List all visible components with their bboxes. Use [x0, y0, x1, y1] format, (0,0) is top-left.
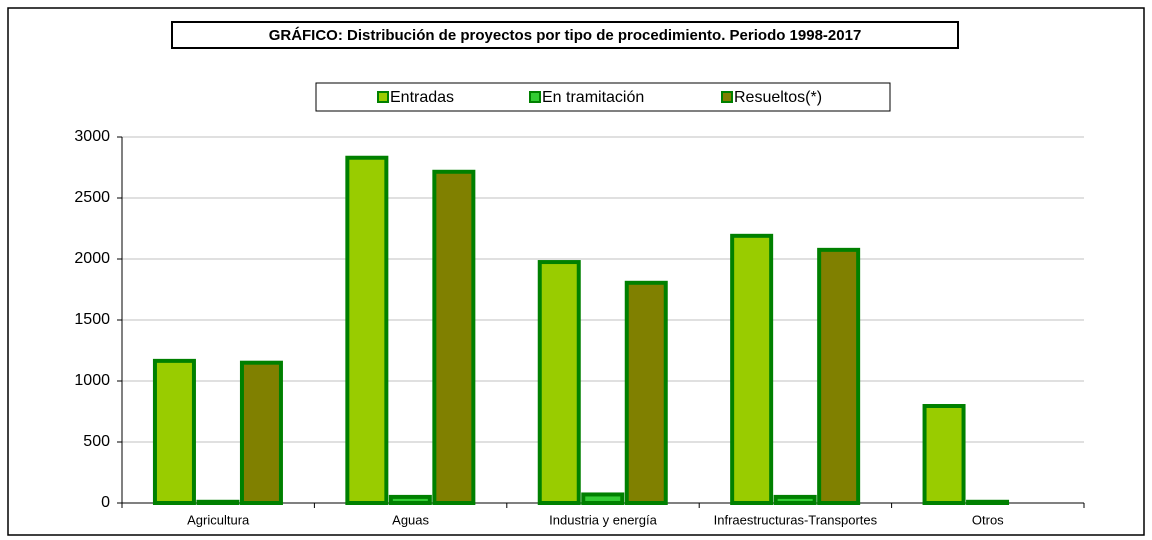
bar	[922, 404, 966, 506]
y-tick-label: 0	[101, 494, 110, 511]
bar	[730, 233, 774, 505]
bar	[817, 247, 861, 505]
y-tick-label: 1000	[74, 372, 110, 389]
bar	[537, 260, 581, 505]
legend-swatch	[529, 91, 541, 103]
bar	[152, 358, 196, 505]
legend-label: En tramitación	[542, 89, 644, 106]
x-tick-label: Aguas	[392, 512, 429, 527]
bar	[345, 155, 389, 506]
y-tick-label: 2000	[74, 250, 110, 267]
legend-swatch	[721, 91, 733, 103]
y-tick-label: 3000	[74, 128, 110, 145]
bar	[239, 360, 283, 506]
bar	[624, 280, 668, 506]
legend-label: Resueltos(*)	[734, 89, 822, 106]
bar	[581, 492, 625, 505]
y-tick-label: 500	[83, 433, 110, 450]
bar	[432, 169, 476, 506]
bar	[773, 494, 817, 505]
bar	[388, 494, 432, 505]
chart-title: GRÁFICO: Distribución de proyectos por t…	[269, 27, 862, 44]
title-box	[171, 21, 959, 49]
legend-swatch	[377, 91, 389, 103]
x-tick-label: Infraestructuras-Transportes	[714, 512, 878, 527]
x-tick-label: Agricultura	[187, 512, 250, 527]
legend-label: Entradas	[390, 89, 454, 106]
legend-box	[315, 82, 891, 112]
y-tick-label: 1500	[74, 311, 110, 328]
x-tick-label: Otros	[972, 512, 1004, 527]
x-tick-label: Industria y energía	[549, 512, 657, 527]
y-tick-label: 2500	[74, 189, 110, 206]
bar	[196, 499, 240, 505]
bar	[966, 499, 1010, 505]
